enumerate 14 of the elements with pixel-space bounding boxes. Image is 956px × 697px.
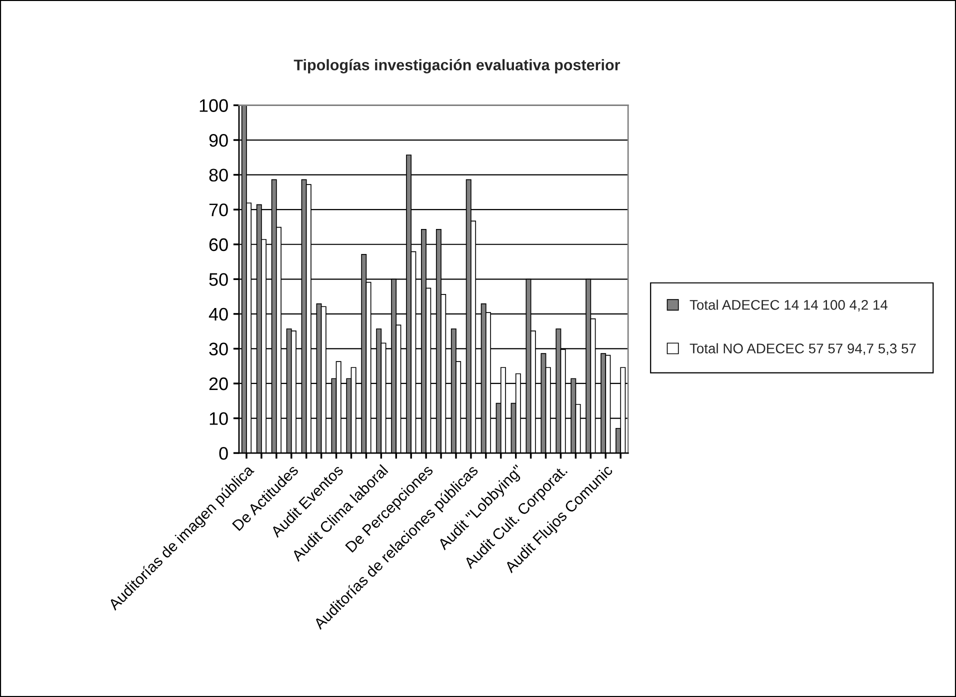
y-tick-label: 70 xyxy=(209,204,228,216)
legend-label: Total NO ADECEC 57 57 94,7 5,3 57 xyxy=(690,343,916,356)
y-tick-label: 90 xyxy=(209,134,228,147)
y-tick-label: 30 xyxy=(209,342,228,356)
legend-label: Total ADECEC 14 14 100 4,2 14 xyxy=(690,300,888,312)
chart-title: Tipologías investigación evaluativa posterior xyxy=(294,58,620,74)
y-tick-label: 0 xyxy=(219,446,228,460)
y-tick-label: 10 xyxy=(210,412,228,425)
y-tick-label: 50 xyxy=(209,273,228,286)
y-tick-label: 100 xyxy=(200,99,228,112)
y-tick-label: 80 xyxy=(209,168,228,182)
y-tick-label: 40 xyxy=(208,308,228,321)
y-tick-label: 20 xyxy=(209,377,228,390)
y-tick-label: 60 xyxy=(209,238,228,252)
